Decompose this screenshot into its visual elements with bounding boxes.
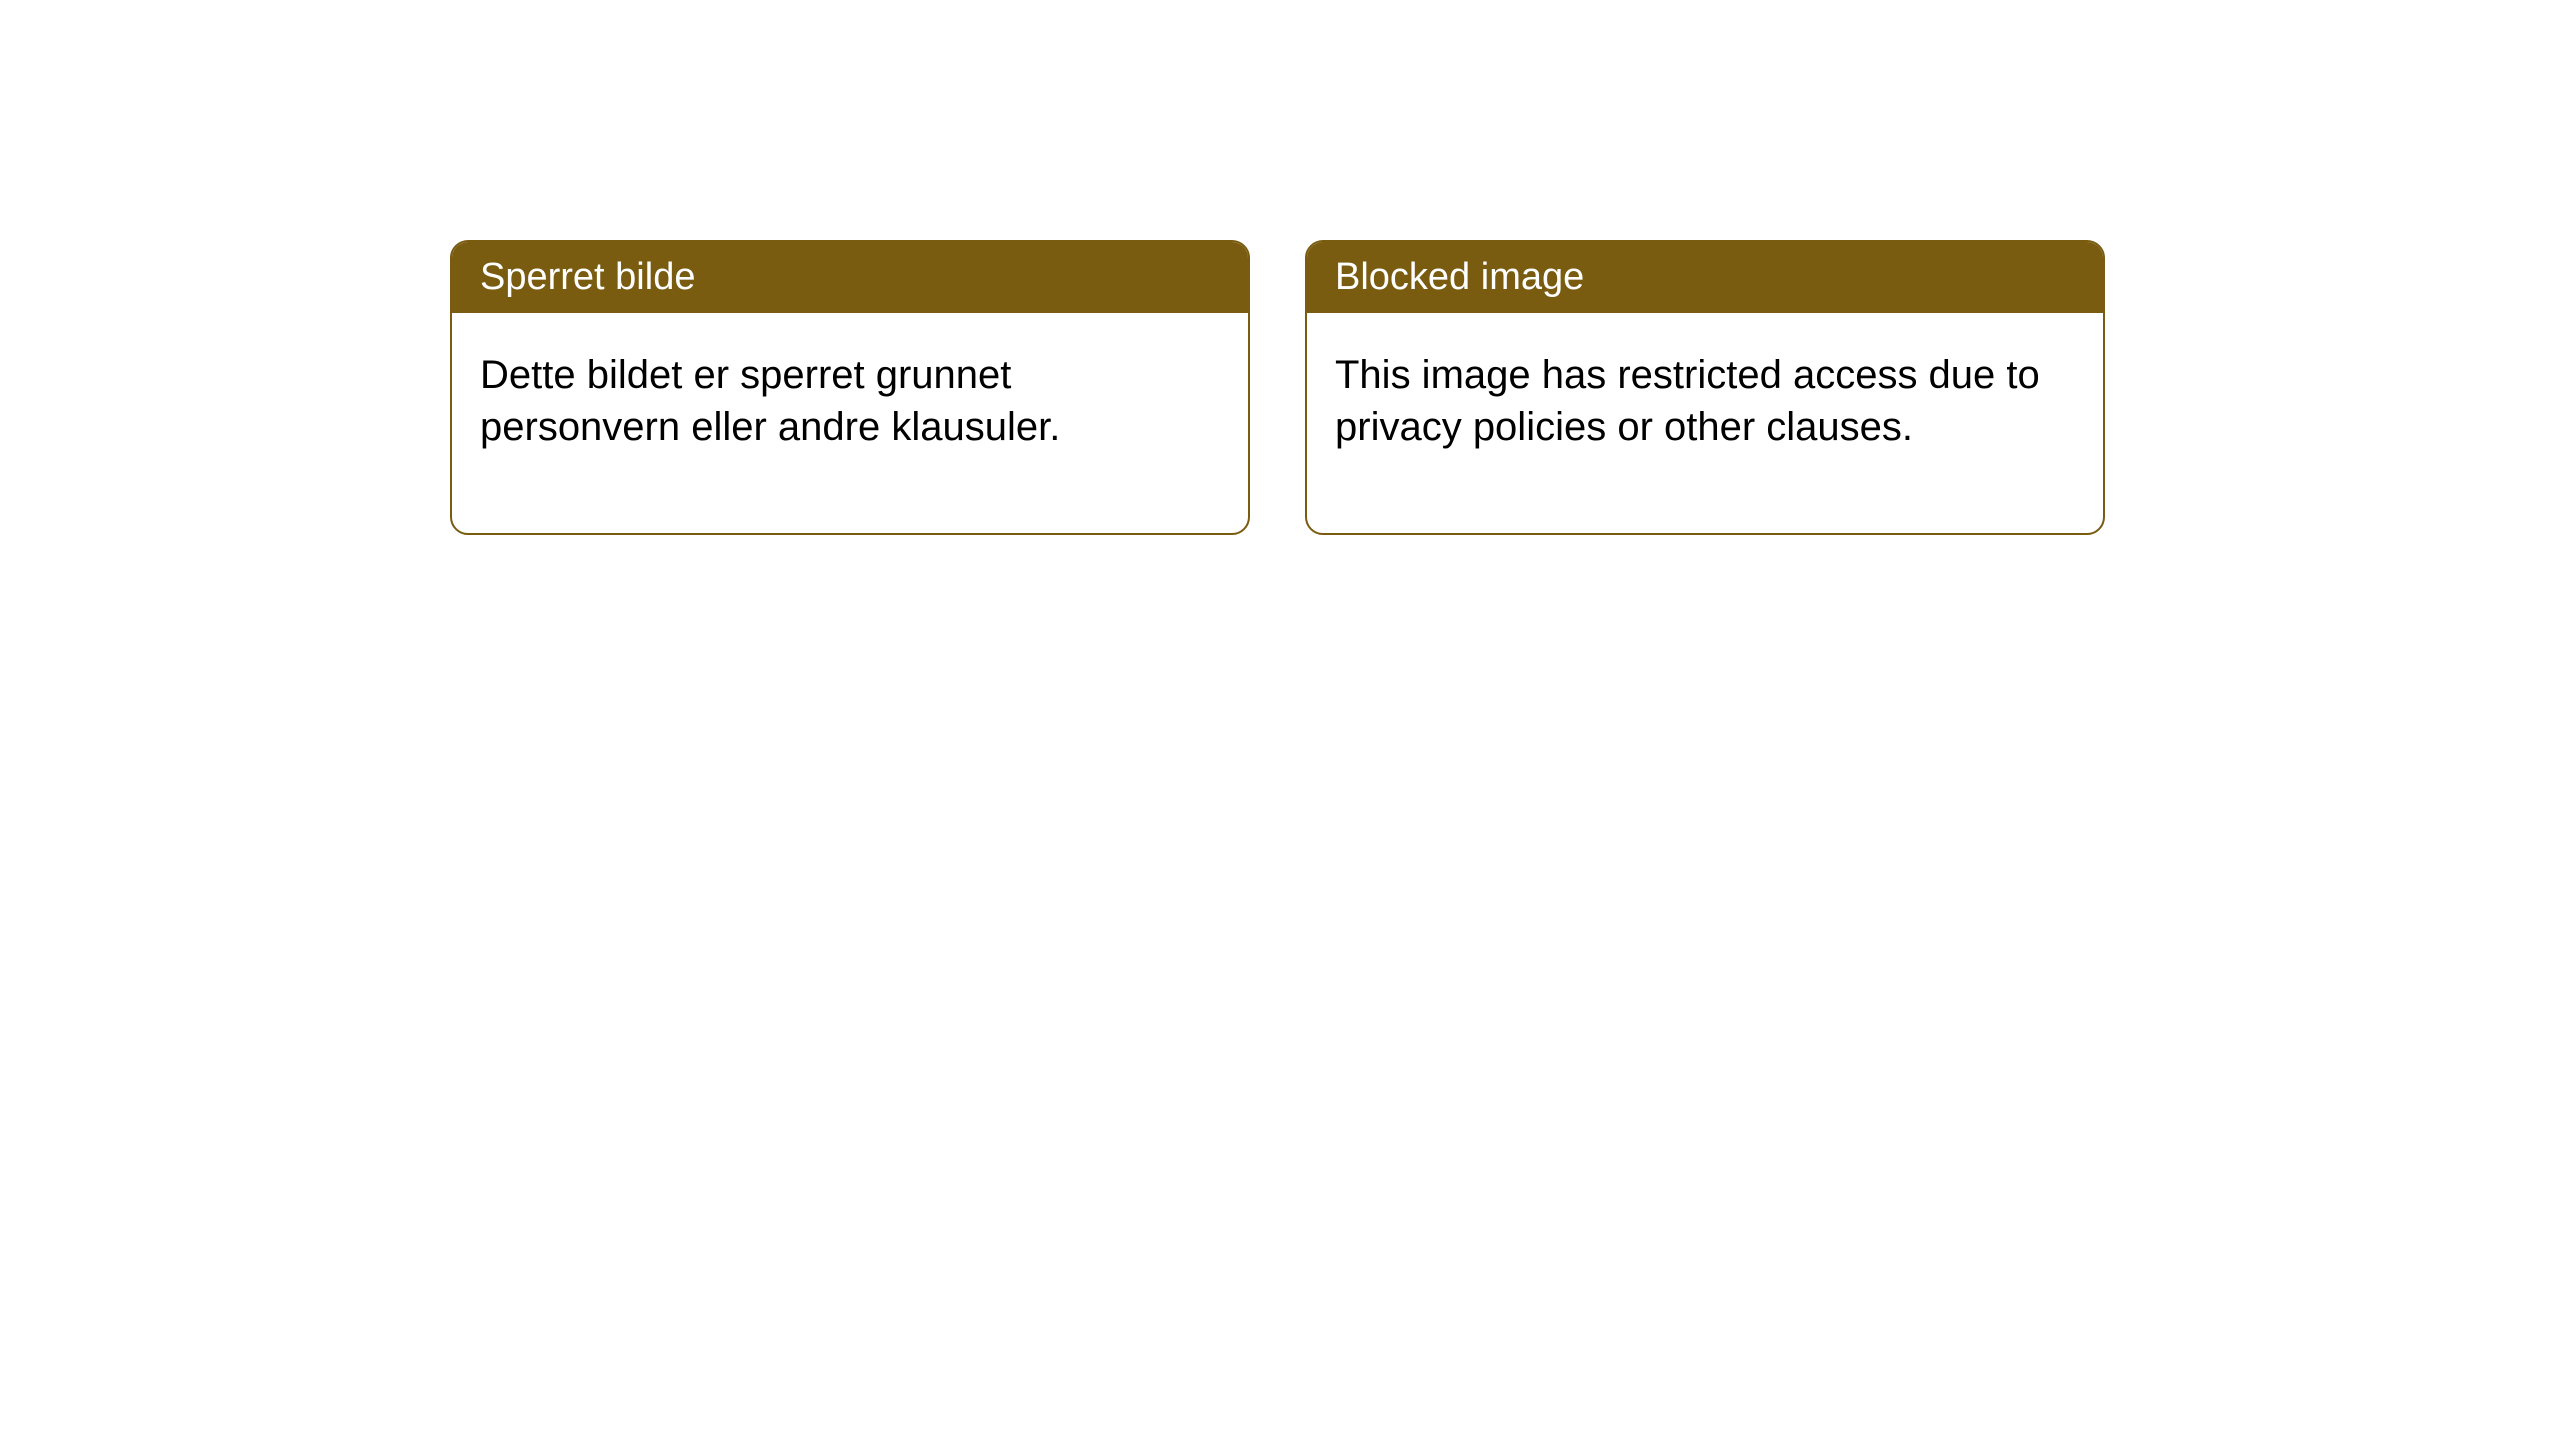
notice-container: Sperret bilde Dette bildet er sperret gr… bbox=[450, 240, 2105, 535]
notice-body-english: This image has restricted access due to … bbox=[1307, 313, 2103, 533]
notice-card-english: Blocked image This image has restricted … bbox=[1305, 240, 2105, 535]
notice-header-norwegian: Sperret bilde bbox=[452, 242, 1248, 313]
notice-body-norwegian: Dette bildet er sperret grunnet personve… bbox=[452, 313, 1248, 533]
notice-header-english: Blocked image bbox=[1307, 242, 2103, 313]
notice-card-norwegian: Sperret bilde Dette bildet er sperret gr… bbox=[450, 240, 1250, 535]
